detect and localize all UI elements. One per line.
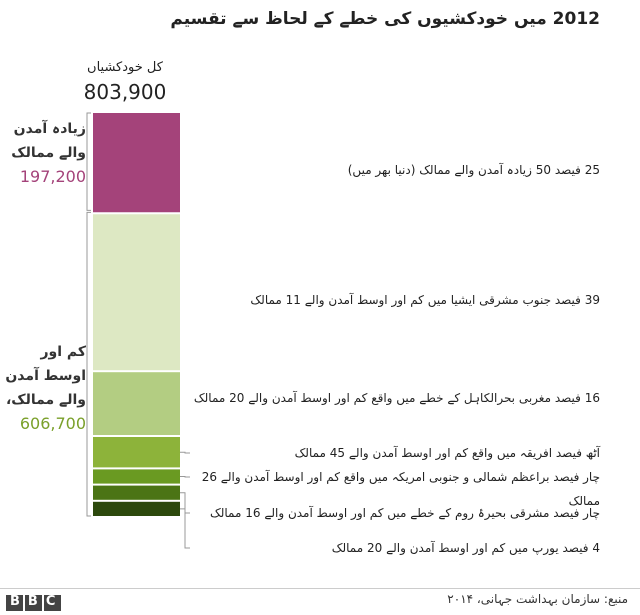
total-value: 803,900 [83,80,167,104]
leader-line [180,476,190,478]
bar-segment [93,214,180,371]
bar-segment [93,469,180,484]
logo-box [25,595,42,611]
source: منبع: سازمان بہداشت جہانی، ۲۰۱۴ [447,592,628,606]
segment-label: 39 فیصد جنوب مشرقی ایشیا میں کم اور اوسط… [250,293,600,307]
group-label: زیادہ آمدن والے ممالک [11,121,86,161]
total-label: کل خودکشیاں [87,60,163,75]
segment-label: 25 فیصد 50 زیادہ آمدن والے ممالک (دنیا ب… [347,163,600,177]
logo: BBC [10,594,64,609]
chart-title: 2012 میں خودکشیوں کی خطے کے لحاظ سے تقسی… [170,9,600,29]
bar-segment [93,113,180,213]
footer-rule [0,588,640,589]
bar-segment [93,501,180,516]
segment-label: 4 فیصد یورپ میں کم اور اوسط آمدن والے 20… [331,541,600,555]
bar-segment [93,372,180,435]
group-bracket [86,211,91,517]
segment-label: چار فیصد مشرقی بحیرۂ روم کے خطے میں کم ا… [209,506,600,520]
group-value: 197,200 [19,167,86,186]
group-value: 606,700 [19,414,86,433]
bar-segment [93,437,180,468]
group-label: کم اور اوسط آمدن والے ممالک، [5,344,86,408]
leader-line [180,451,190,454]
segment-label: آٹھ فیصد افریقہ میں واقع کم اور اوسط آمد… [294,446,600,460]
logo-box [6,595,23,611]
leader-line [180,492,190,514]
bar-segment [93,485,180,500]
chart [86,112,190,549]
segment-label: 16 فیصد مغربی بحرالکاہل کے خطے میں واقع … [193,391,600,405]
segment-label: چار فیصد براعظم شمالی و جنوبی امریکہ میں… [201,470,600,508]
leader-line [180,508,190,549]
group-bracket [86,112,91,211]
logo-box [44,595,61,611]
